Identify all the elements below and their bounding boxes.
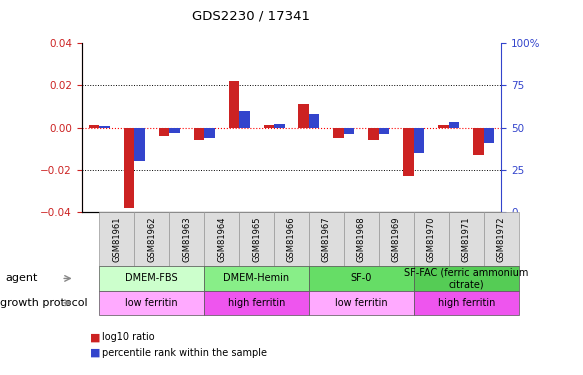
Text: percentile rank within the sample: percentile rank within the sample (102, 348, 267, 357)
Bar (134, 128, 145, 161)
Bar (264, 125, 274, 128)
Bar (449, 122, 459, 128)
Bar (274, 124, 285, 128)
Text: GSM81961: GSM81961 (112, 216, 121, 262)
Text: GSM81965: GSM81965 (252, 216, 261, 262)
Text: GSM81972: GSM81972 (497, 216, 506, 262)
Text: GSM81963: GSM81963 (182, 216, 191, 262)
Text: GDS2230 / 17341: GDS2230 / 17341 (192, 9, 310, 22)
Text: GSM81968: GSM81968 (357, 216, 366, 262)
Bar (414, 128, 424, 153)
Text: log10 ratio: log10 ratio (102, 333, 154, 342)
Bar (438, 125, 449, 128)
Text: GSM81967: GSM81967 (322, 216, 331, 262)
Bar (333, 128, 344, 138)
Bar (169, 128, 180, 133)
Bar (124, 128, 134, 208)
Text: low ferritin: low ferritin (335, 298, 388, 308)
Text: agent: agent (6, 273, 38, 284)
Text: growth protocol: growth protocol (0, 298, 87, 308)
Text: SF-0: SF-0 (351, 273, 372, 284)
Text: ■: ■ (90, 348, 101, 357)
Bar (368, 128, 379, 140)
Text: GSM81966: GSM81966 (287, 216, 296, 262)
Bar (229, 81, 239, 128)
Text: GSM81964: GSM81964 (217, 216, 226, 262)
Bar (298, 104, 309, 128)
Text: GSM81962: GSM81962 (147, 216, 156, 262)
Bar (403, 128, 414, 176)
Bar (379, 128, 389, 134)
Bar (309, 114, 319, 128)
Text: high ferritin: high ferritin (228, 298, 285, 308)
Text: low ferritin: low ferritin (125, 298, 178, 308)
Text: DMEM-FBS: DMEM-FBS (125, 273, 178, 284)
Text: SF-FAC (ferric ammonium
citrate): SF-FAC (ferric ammonium citrate) (404, 268, 529, 289)
Bar (194, 128, 204, 140)
Bar (99, 126, 110, 128)
Bar (204, 128, 215, 138)
Bar (89, 125, 99, 128)
Bar (239, 111, 250, 128)
Text: high ferritin: high ferritin (438, 298, 495, 308)
Text: GSM81969: GSM81969 (392, 216, 401, 262)
Text: GSM81971: GSM81971 (462, 216, 471, 262)
Text: ■: ■ (90, 333, 101, 342)
Bar (473, 128, 484, 155)
Bar (344, 128, 354, 134)
Bar (484, 128, 494, 143)
Bar (159, 128, 169, 136)
Text: DMEM-Hemin: DMEM-Hemin (223, 273, 290, 284)
Text: GSM81970: GSM81970 (427, 216, 436, 262)
